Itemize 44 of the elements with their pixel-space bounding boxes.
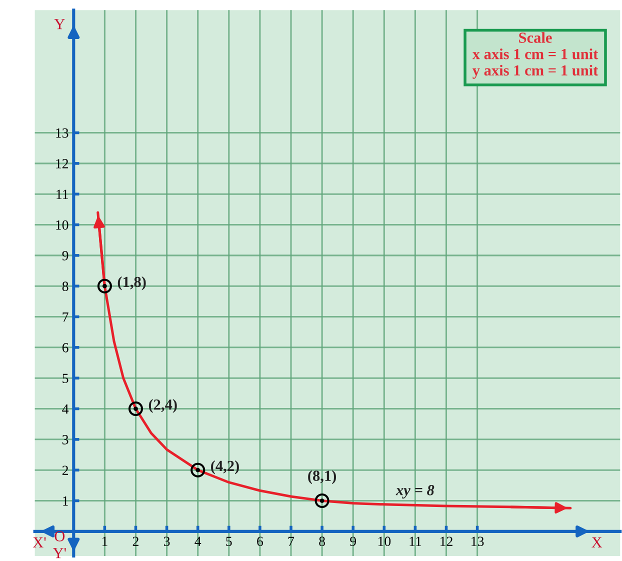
y-tick-label: 7: [62, 312, 68, 322]
y-tick-label: 5: [62, 374, 68, 384]
x-tick-label: 5: [226, 536, 232, 546]
y-tick-label: 13: [56, 128, 68, 138]
y-axis-title: Y: [54, 19, 65, 30]
x-tick-label: 1: [102, 536, 108, 546]
point: [128, 401, 144, 416]
y-tick-label: 12: [56, 159, 68, 168]
x-tick-label: 3: [164, 536, 170, 546]
x-tick-label: 6: [257, 536, 264, 546]
annotation: x axis 1 cm = 1 unit: [472, 48, 598, 60]
annotation: y axis 1 cm = 1 unit: [472, 64, 598, 79]
point: [314, 493, 330, 508]
x-tick-label: 8: [319, 536, 325, 546]
x-tick-label: 12: [440, 536, 452, 546]
y-tick-label: 9: [62, 251, 68, 260]
annotation: Y': [52, 548, 66, 558]
x-tick-label: 11: [410, 536, 422, 546]
x-axis-title: X: [592, 537, 602, 548]
y-tick-label: 2: [62, 466, 68, 475]
y-tick-label: 3: [62, 435, 68, 444]
annotation: X': [32, 537, 46, 548]
y-tick-label: 4: [62, 404, 69, 414]
y-tick-label: 11: [56, 190, 68, 199]
annotation: Scale: [519, 32, 552, 43]
x-tick-label: 4: [194, 536, 202, 546]
y-tick-label: 6: [62, 343, 68, 352]
y-tick-label: 8: [62, 282, 68, 292]
x-tick-label: 9: [350, 536, 356, 546]
annotation: (2,4): [148, 399, 177, 413]
y-tick-label: 10: [56, 220, 68, 230]
point: [97, 278, 112, 294]
point: [190, 462, 206, 478]
x-tick-label: 10: [378, 536, 391, 546]
x-tick-label: 13: [472, 536, 484, 546]
annotation: (8,1): [308, 470, 336, 484]
x-tick-label: 2: [132, 536, 138, 546]
line-series: [96, 211, 572, 510]
annotation: (1,8): [118, 276, 146, 290]
annotation: xy = 8: [396, 485, 434, 498]
annotation: O: [54, 531, 65, 542]
y-tick-label: 1: [63, 496, 68, 506]
x-tick-label: 7: [288, 536, 294, 546]
annotation: (4,2): [211, 460, 239, 474]
